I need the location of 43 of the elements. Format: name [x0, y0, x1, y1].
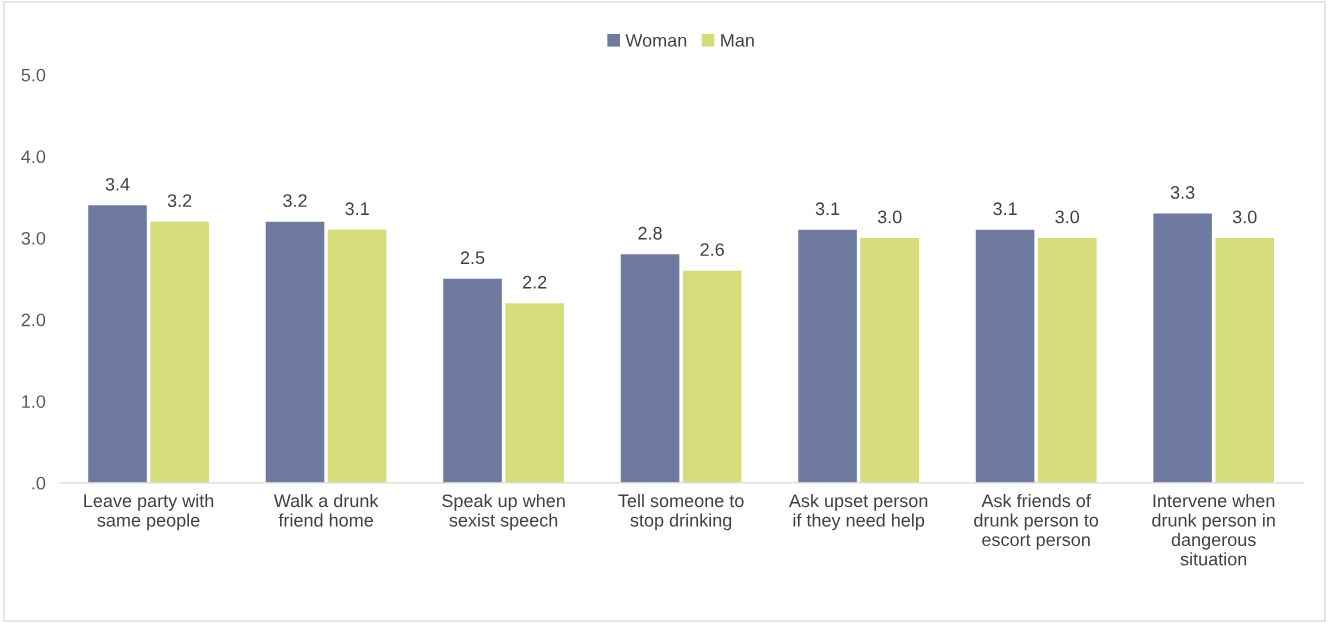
x-tick-label: Intervene when drunk person in dangerous situation: [1152, 493, 1275, 566]
bar: [1037, 237, 1097, 483]
data-label: 2.2: [523, 275, 547, 289]
bar: [327, 229, 387, 483]
data-label: 3.1: [815, 202, 840, 216]
x-tick-label: Ask upset person if they need help: [788, 493, 928, 531]
x-tick-label: Leave party with same people: [84, 493, 214, 531]
bar: [682, 270, 742, 483]
bar: [88, 205, 147, 483]
bar: [975, 229, 1035, 483]
y-tick-label: .0: [32, 476, 46, 490]
data-label: 3.1: [345, 202, 369, 216]
data-label: 2.5: [460, 251, 485, 265]
y-tick-label: 3.0: [21, 231, 46, 245]
x-tick-label: Tell someone to stop drinking: [618, 493, 744, 531]
y-tick-label: 2.0: [21, 313, 46, 327]
data-label: 2.6: [700, 243, 724, 256]
bar: [860, 237, 919, 483]
x-tick-label: Ask friends of drunk person to escort person: [974, 493, 1099, 550]
data-label: 3.0: [1055, 210, 1080, 224]
bar: [443, 278, 502, 483]
data-label: 3.4: [105, 177, 130, 191]
data-label: 3.0: [877, 210, 902, 224]
bar: [265, 221, 325, 483]
y-tick-label: 5.0: [21, 68, 46, 82]
x-tick-label: Speak up when sexist speech: [442, 493, 565, 531]
bar: [798, 229, 857, 483]
x-tick-label: Walk a drunk friend home: [273, 493, 379, 527]
data-label: 3.1: [993, 202, 1017, 216]
legend-label: Woman: [625, 34, 687, 47]
bar: [620, 254, 680, 483]
data-label: 3.3: [1170, 186, 1195, 199]
bar: [1153, 213, 1212, 483]
bar: [150, 221, 209, 483]
data-label: 3.2: [283, 194, 307, 207]
bar: [505, 303, 564, 483]
data-label: 3.2: [167, 194, 192, 207]
y-tick-label: 1.0: [22, 395, 46, 408]
data-label: 2.8: [638, 226, 662, 240]
legend-label: Man: [721, 34, 754, 47]
y-tick-label: 4.0: [21, 150, 46, 164]
bar: [1215, 237, 1275, 483]
data-label: 3.0: [1232, 210, 1257, 224]
